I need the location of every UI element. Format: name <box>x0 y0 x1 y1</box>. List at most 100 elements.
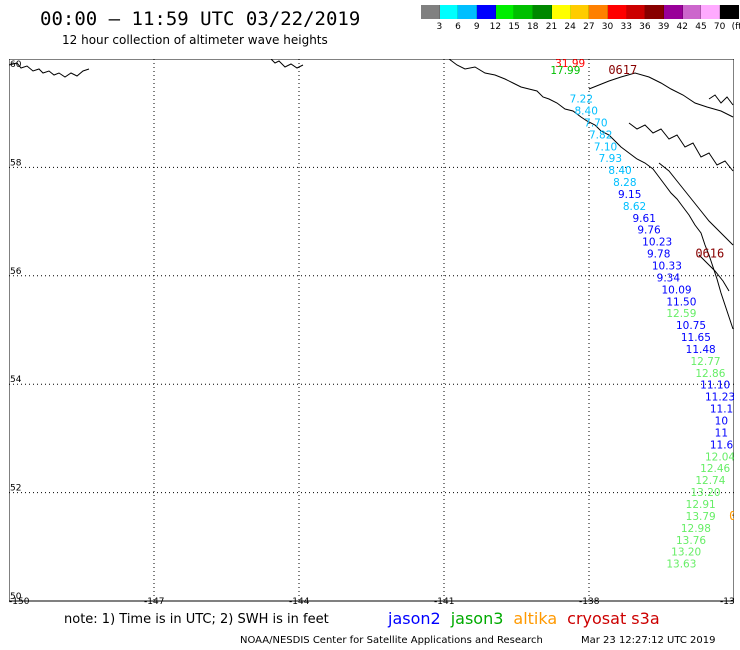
wave-height-label: 9.76 <box>637 225 661 237</box>
lon-tick-label: -147 <box>144 597 164 604</box>
coastline <box>9 59 734 330</box>
wave-height-label: 11 <box>715 427 728 439</box>
wave-height-label: 11.23 <box>705 392 734 404</box>
wave-height-label: 17.99 <box>550 65 580 77</box>
legend-swatch <box>551 5 571 19</box>
legend-label: 15 <box>508 22 520 32</box>
wave-height-label: 9.34 <box>657 272 681 284</box>
pass-time-tag: 03 <box>729 509 734 523</box>
legend-swatch <box>682 5 702 19</box>
legend-swatch <box>570 5 590 19</box>
lat-tick-label: 58 <box>10 158 22 168</box>
wave-height-label: 8.62 <box>623 201 646 213</box>
legend-swatch <box>645 5 664 19</box>
time-tags: 0617 0616 03 <box>608 63 734 523</box>
lon-tick-label: -150 <box>9 597 30 604</box>
legend-swatch <box>458 5 478 19</box>
wave-height-label: 13.20 <box>671 547 701 559</box>
generated-timestamp: Mar 23 12:27:12 UTC 2019 <box>581 635 716 646</box>
map-border <box>9 59 734 602</box>
pass-time-tag: 0617 <box>608 63 637 77</box>
wave-height-label: 12.91 <box>686 499 716 511</box>
legend-swatch <box>607 5 627 19</box>
wave-height-label: 7.10 <box>594 141 617 153</box>
legend-spacer <box>421 22 430 32</box>
lat-tick-label: 56 <box>10 267 22 277</box>
observation-labels: 31.9917.997.228.407.707.827.107.938.408.… <box>550 59 734 571</box>
wave-height-label: 11.65 <box>681 332 711 344</box>
wave-height-label: 11.1 <box>710 404 733 416</box>
coastline-north <box>708 94 734 106</box>
legend-swatch <box>477 5 496 19</box>
legend-label: 42 <box>676 22 688 32</box>
page-subtitle: 12 hour collection of altimeter wave hei… <box>62 33 328 47</box>
legend-label: 24 <box>564 22 576 32</box>
coastline-west <box>9 62 90 78</box>
wave-height-label: 12.59 <box>666 308 696 320</box>
legend-label: 33 <box>620 22 632 32</box>
legend-swatch <box>626 5 646 19</box>
wave-height-label: 10 <box>715 416 728 428</box>
coastline-inlet <box>588 72 734 118</box>
wave-height-label: 11.50 <box>666 296 696 308</box>
satellite-jason2: jason2 <box>388 609 441 628</box>
coastline-haida <box>698 254 730 292</box>
legend-swatch <box>589 5 608 19</box>
wave-height-label: 12.77 <box>691 356 721 368</box>
wave-height-label: 7.93 <box>599 153 622 165</box>
wave-height-label: 10.23 <box>642 237 672 249</box>
legend-swatch <box>663 5 683 19</box>
lat-tick-label: 54 <box>10 375 22 385</box>
pass-time-tag: 0616 <box>695 247 724 261</box>
wave-height-label: 11.6 <box>710 439 734 451</box>
footer-note: note: 1) Time is in UTC; 2) SWH is in fe… <box>64 612 329 627</box>
wave-height-label: 7.22 <box>570 94 593 106</box>
satellite-cryosat: cryosat s3a <box>567 609 660 628</box>
wave-height-map: 60 58 56 54 52 50-150 -147 -144 -141 -138 -13 31.9… <box>9 59 734 604</box>
wave-height-label: 12.04 <box>705 451 734 463</box>
wave-height-label: 8.40 <box>608 165 631 177</box>
legend-swatch <box>421 5 440 19</box>
wave-height-label: 12.86 <box>695 368 725 380</box>
legend-label: 39 <box>657 22 670 32</box>
lon-tick-label: -138 <box>579 597 600 604</box>
legend-swatch <box>514 5 534 19</box>
lat-lon-grid: 60 58 56 54 52 50-150 -147 -144 -141 -138 -13 <box>9 59 734 604</box>
coastline-fjords <box>628 122 734 172</box>
wave-height-label: 13.79 <box>686 511 716 523</box>
lon-tick-label: -141 <box>434 597 454 604</box>
satellite-key: jason2 jason3 altika cryosat s3a <box>388 609 670 628</box>
legend-swatch <box>495 5 515 19</box>
legend-swatch <box>533 5 552 19</box>
legend-label: 3 <box>436 22 443 32</box>
wave-height-label: 9.61 <box>633 213 656 225</box>
lat-tick-label: 50 <box>10 592 22 602</box>
wave-height-label: 11.10 <box>700 380 730 392</box>
legend-label: 36 <box>639 22 651 32</box>
legend-label: 21 <box>545 22 558 32</box>
wave-height-label: 10.09 <box>662 284 692 296</box>
legend-label: 27 <box>583 22 595 32</box>
legend-unit: (ft) <box>731 22 740 32</box>
coastline-gulf <box>448 59 734 330</box>
legend-color-bar <box>421 5 740 19</box>
coastline-islands <box>658 162 734 246</box>
wave-height-label: 10.33 <box>652 261 682 273</box>
page-title: 00:00 – 11:59 UTC 03/22/2019 <box>40 8 361 30</box>
lat-tick-label: 52 <box>10 484 21 494</box>
wave-height-label: 9.15 <box>618 189 641 201</box>
wave-height-label: 7.82 <box>589 129 612 141</box>
legend-label: 18 <box>527 22 539 32</box>
wave-height-label: 13.20 <box>691 487 721 499</box>
wave-height-label: 12.74 <box>695 475 725 487</box>
legend-label: 30 <box>601 22 614 32</box>
lat-tick-label: 60 <box>10 60 22 70</box>
wave-height-label: 13.76 <box>676 535 706 547</box>
wave-height-label: 11.48 <box>686 344 716 356</box>
wave-height-label: 8.40 <box>575 105 598 117</box>
coastline-kenai <box>270 59 304 69</box>
lon-tick-label: -144 <box>289 597 310 604</box>
wave-height-label: 7.70 <box>584 117 607 129</box>
